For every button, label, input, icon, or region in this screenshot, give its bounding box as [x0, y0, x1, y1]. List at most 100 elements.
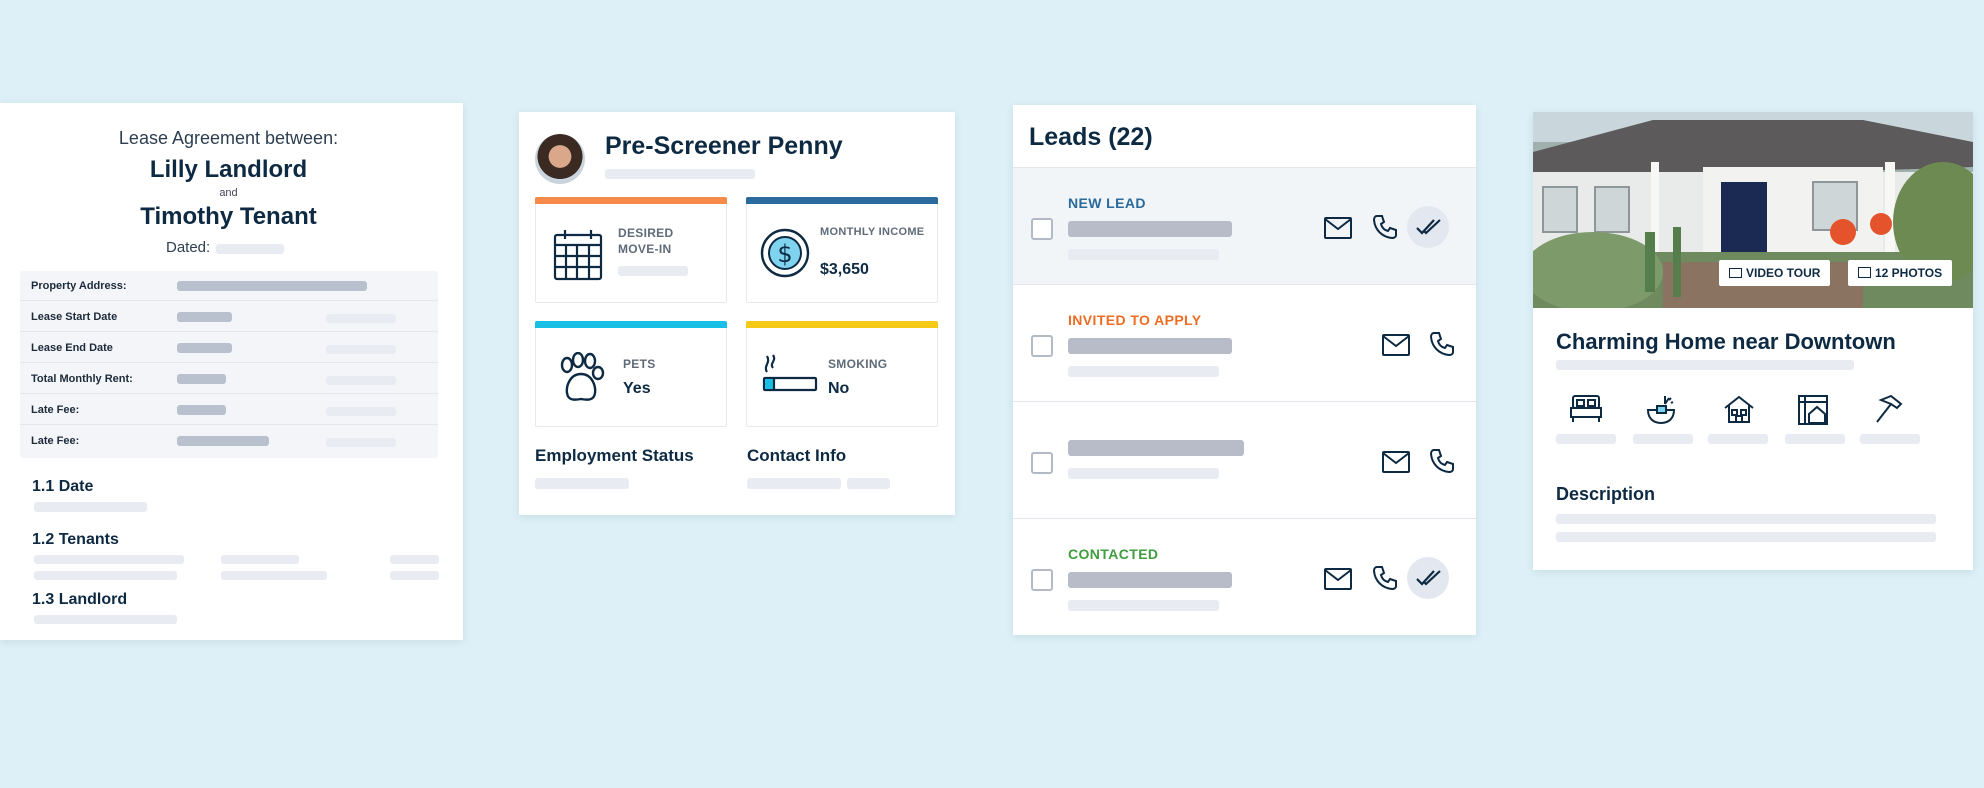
- section-placeholder: [34, 615, 177, 624]
- row-value-secondary: [326, 407, 396, 416]
- table-row: Lease End Date: [20, 333, 438, 363]
- phone-icon[interactable]: [1372, 214, 1398, 240]
- phone-icon[interactable]: [1429, 331, 1455, 357]
- tile-move-in: DESIRED MOVE-IN: [535, 197, 727, 303]
- dated-placeholder: [216, 244, 284, 254]
- section-date: 1.1 Date: [32, 478, 94, 495]
- tile-value-placeholder: [618, 266, 688, 276]
- lead-checkbox[interactable]: [1031, 569, 1053, 591]
- listing-address-placeholder: [1556, 360, 1854, 370]
- section-placeholder: [34, 502, 147, 512]
- property-listing-card: VIDEO TOUR 12 PHOTOS Charming Home near …: [1533, 112, 1973, 570]
- lead-row[interactable]: CONTACTED: [1013, 518, 1476, 635]
- tile-value: Yes: [623, 380, 651, 397]
- row-value-secondary: [326, 376, 396, 385]
- lead-status-tag: INVITED TO APPLY: [1068, 312, 1202, 328]
- photos-button[interactable]: 12 PHOTOS: [1848, 260, 1953, 286]
- section-placeholder: [221, 555, 299, 564]
- description-placeholder: [1556, 514, 1936, 524]
- email-icon[interactable]: [1382, 334, 1410, 356]
- screener-name: Pre-Screener Penny: [605, 132, 843, 160]
- contact-info-heading: Contact Info: [747, 446, 847, 465]
- tile-accent-bar: [746, 321, 938, 328]
- bath-icon: [1646, 396, 1676, 425]
- tenant-name: Timothy Tenant: [140, 203, 317, 230]
- lead-name-placeholder: [1068, 572, 1232, 588]
- row-value-secondary: [326, 438, 396, 447]
- table-row: Late Fee:: [20, 395, 438, 425]
- section-placeholder: [34, 571, 177, 580]
- lead-checkbox[interactable]: [1031, 218, 1053, 240]
- bed-icon: [1570, 395, 1602, 422]
- section-landlord: 1.3 Landlord: [32, 591, 128, 608]
- lead-name-placeholder: [1068, 338, 1232, 354]
- row-value: [177, 436, 269, 446]
- cigarette-icon: [762, 354, 818, 392]
- description-placeholder: [1556, 532, 1936, 542]
- paw-icon: [560, 352, 605, 401]
- row-label: Property Address:: [31, 280, 127, 292]
- section-placeholder: [390, 571, 439, 580]
- row-label: Total Monthly Rent:: [31, 373, 133, 385]
- lead-name-placeholder: [1068, 221, 1232, 237]
- email-icon[interactable]: [1324, 568, 1352, 590]
- lease-agreement-card: Lease Agreement between: Lilly Landlord …: [0, 103, 463, 640]
- row-label: Lease Start Date: [31, 311, 118, 323]
- row-label: Late Fee:: [31, 404, 80, 416]
- phone-icon[interactable]: [1429, 448, 1455, 474]
- lead-detail-placeholder: [1068, 600, 1219, 611]
- employment-status-heading: Employment Status: [535, 446, 694, 465]
- listing-title: Charming Home near Downtown: [1556, 329, 1896, 354]
- mark-contacted-button[interactable]: [1407, 557, 1449, 599]
- amenity-placeholder: [1633, 434, 1693, 444]
- section-placeholder: [221, 571, 327, 580]
- double-check-icon: [1416, 570, 1441, 586]
- tile-caption: MONTHLY INCOME: [820, 226, 925, 238]
- landlord-name: Lilly Landlord: [149, 156, 308, 183]
- lead-detail-placeholder: [1068, 249, 1219, 260]
- contact-placeholder: [847, 478, 890, 489]
- amenity-placeholder: [1860, 434, 1920, 444]
- lead-row[interactable]: INVITED TO APPLY: [1013, 284, 1476, 401]
- video-icon: [1729, 268, 1742, 278]
- tile-value: No: [828, 380, 850, 397]
- row-value-secondary: [326, 314, 396, 323]
- amenity-placeholder: [1708, 434, 1768, 444]
- row-value: [177, 281, 367, 291]
- leads-title: Leads (22): [1029, 123, 1153, 151]
- email-icon[interactable]: [1382, 451, 1410, 473]
- hammer-icon: [1876, 394, 1903, 423]
- lease-intro: Lease Agreement between:: [118, 128, 339, 148]
- lease-details-table: Property Address: Lease Start Date Lease…: [20, 271, 438, 458]
- avatar: [535, 134, 585, 184]
- video-tour-button[interactable]: VIDEO TOUR: [1719, 260, 1831, 286]
- lead-status-tag: NEW LEAD: [1068, 195, 1146, 211]
- photos-label: 12 PHOTOS: [1875, 266, 1943, 280]
- video-tour-label: VIDEO TOUR: [1746, 266, 1821, 280]
- lead-row[interactable]: NEW LEAD: [1013, 167, 1476, 284]
- row-value: [177, 343, 232, 353]
- row-value: [177, 312, 232, 322]
- pre-screener-card: Pre-Screener Penny DESIRED MOVE-IN $ MON…: [519, 112, 955, 515]
- description-heading: Description: [1556, 484, 1656, 504]
- row-value: [177, 374, 226, 384]
- tile-smoking: SMOKING No: [746, 321, 938, 427]
- table-row: Lease Start Date: [20, 302, 438, 332]
- phone-icon[interactable]: [1372, 565, 1398, 591]
- tile-accent-bar: [535, 197, 727, 204]
- row-label: Late Fee:: [31, 435, 80, 447]
- tile-caption: DESIRED MOVE-IN: [618, 226, 674, 256]
- image-icon: [1858, 267, 1871, 278]
- lead-checkbox[interactable]: [1031, 335, 1053, 357]
- tile-value: $3,650: [820, 261, 869, 278]
- lead-detail-placeholder: [1068, 468, 1219, 479]
- tile-caption: SMOKING: [828, 357, 888, 371]
- mark-contacted-button[interactable]: [1407, 206, 1449, 248]
- email-icon[interactable]: [1324, 217, 1352, 239]
- lead-row[interactable]: [1013, 401, 1476, 518]
- dollar-icon: $: [760, 228, 810, 278]
- and-text: and: [219, 187, 238, 199]
- table-row: Total Monthly Rent:: [20, 364, 438, 394]
- lead-checkbox[interactable]: [1031, 452, 1053, 474]
- floorplan-icon: [1798, 395, 1828, 425]
